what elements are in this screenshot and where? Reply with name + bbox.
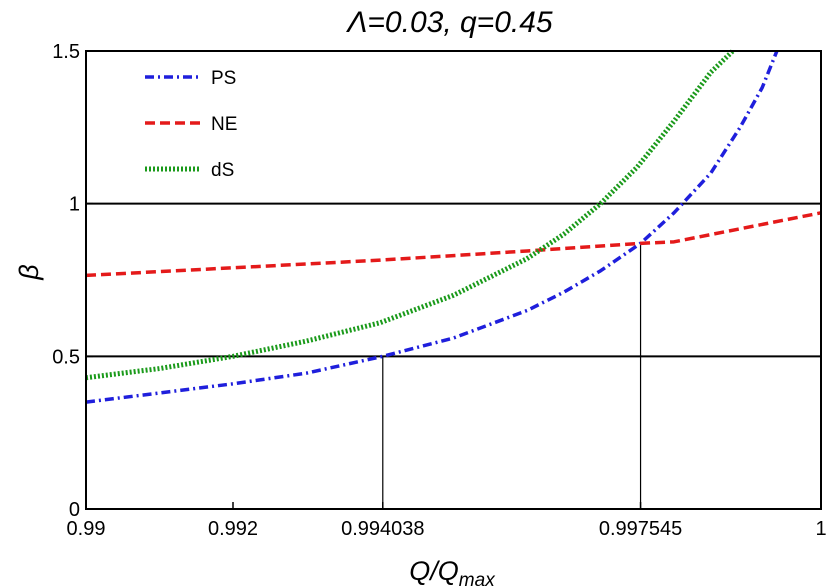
plot-frame bbox=[85, 50, 822, 510]
y-tick-label: 1 bbox=[69, 194, 80, 216]
x-axis-label: Q/Qmax bbox=[409, 556, 496, 586]
series-line-ne bbox=[85, 211, 822, 278]
series-line-ds bbox=[85, 49, 735, 381]
y-axis: 0 0.5 1 1.5 bbox=[52, 41, 93, 521]
legend: PS NE dS bbox=[145, 68, 237, 181]
series-line-ps bbox=[85, 50, 779, 404]
legend-label-ne: NE bbox=[211, 114, 237, 135]
legend-label-ds: dS bbox=[211, 160, 234, 181]
legend-label-ps: PS bbox=[211, 68, 236, 89]
x-tick-label: 0.992 bbox=[208, 518, 258, 540]
y-tick-label: 0.5 bbox=[52, 346, 80, 368]
x-tick-label: 0.997545 bbox=[599, 518, 682, 540]
x-tick-label: 1 bbox=[815, 518, 826, 540]
x-tick-label: 0.99 bbox=[67, 518, 106, 540]
reference-lines bbox=[86, 202, 821, 509]
x-tick-label: 0.994038 bbox=[341, 518, 424, 540]
chart-title: Λ=0.03, q=0.45 bbox=[345, 6, 552, 39]
y-tick-label: 1.5 bbox=[52, 41, 80, 63]
series-layer bbox=[85, 49, 822, 404]
x-axis: 0.99 0.992 0.994038 0.997545 1 bbox=[67, 502, 827, 540]
y-tick-label: 0 bbox=[69, 499, 80, 521]
y-axis-label: β bbox=[14, 264, 44, 280]
